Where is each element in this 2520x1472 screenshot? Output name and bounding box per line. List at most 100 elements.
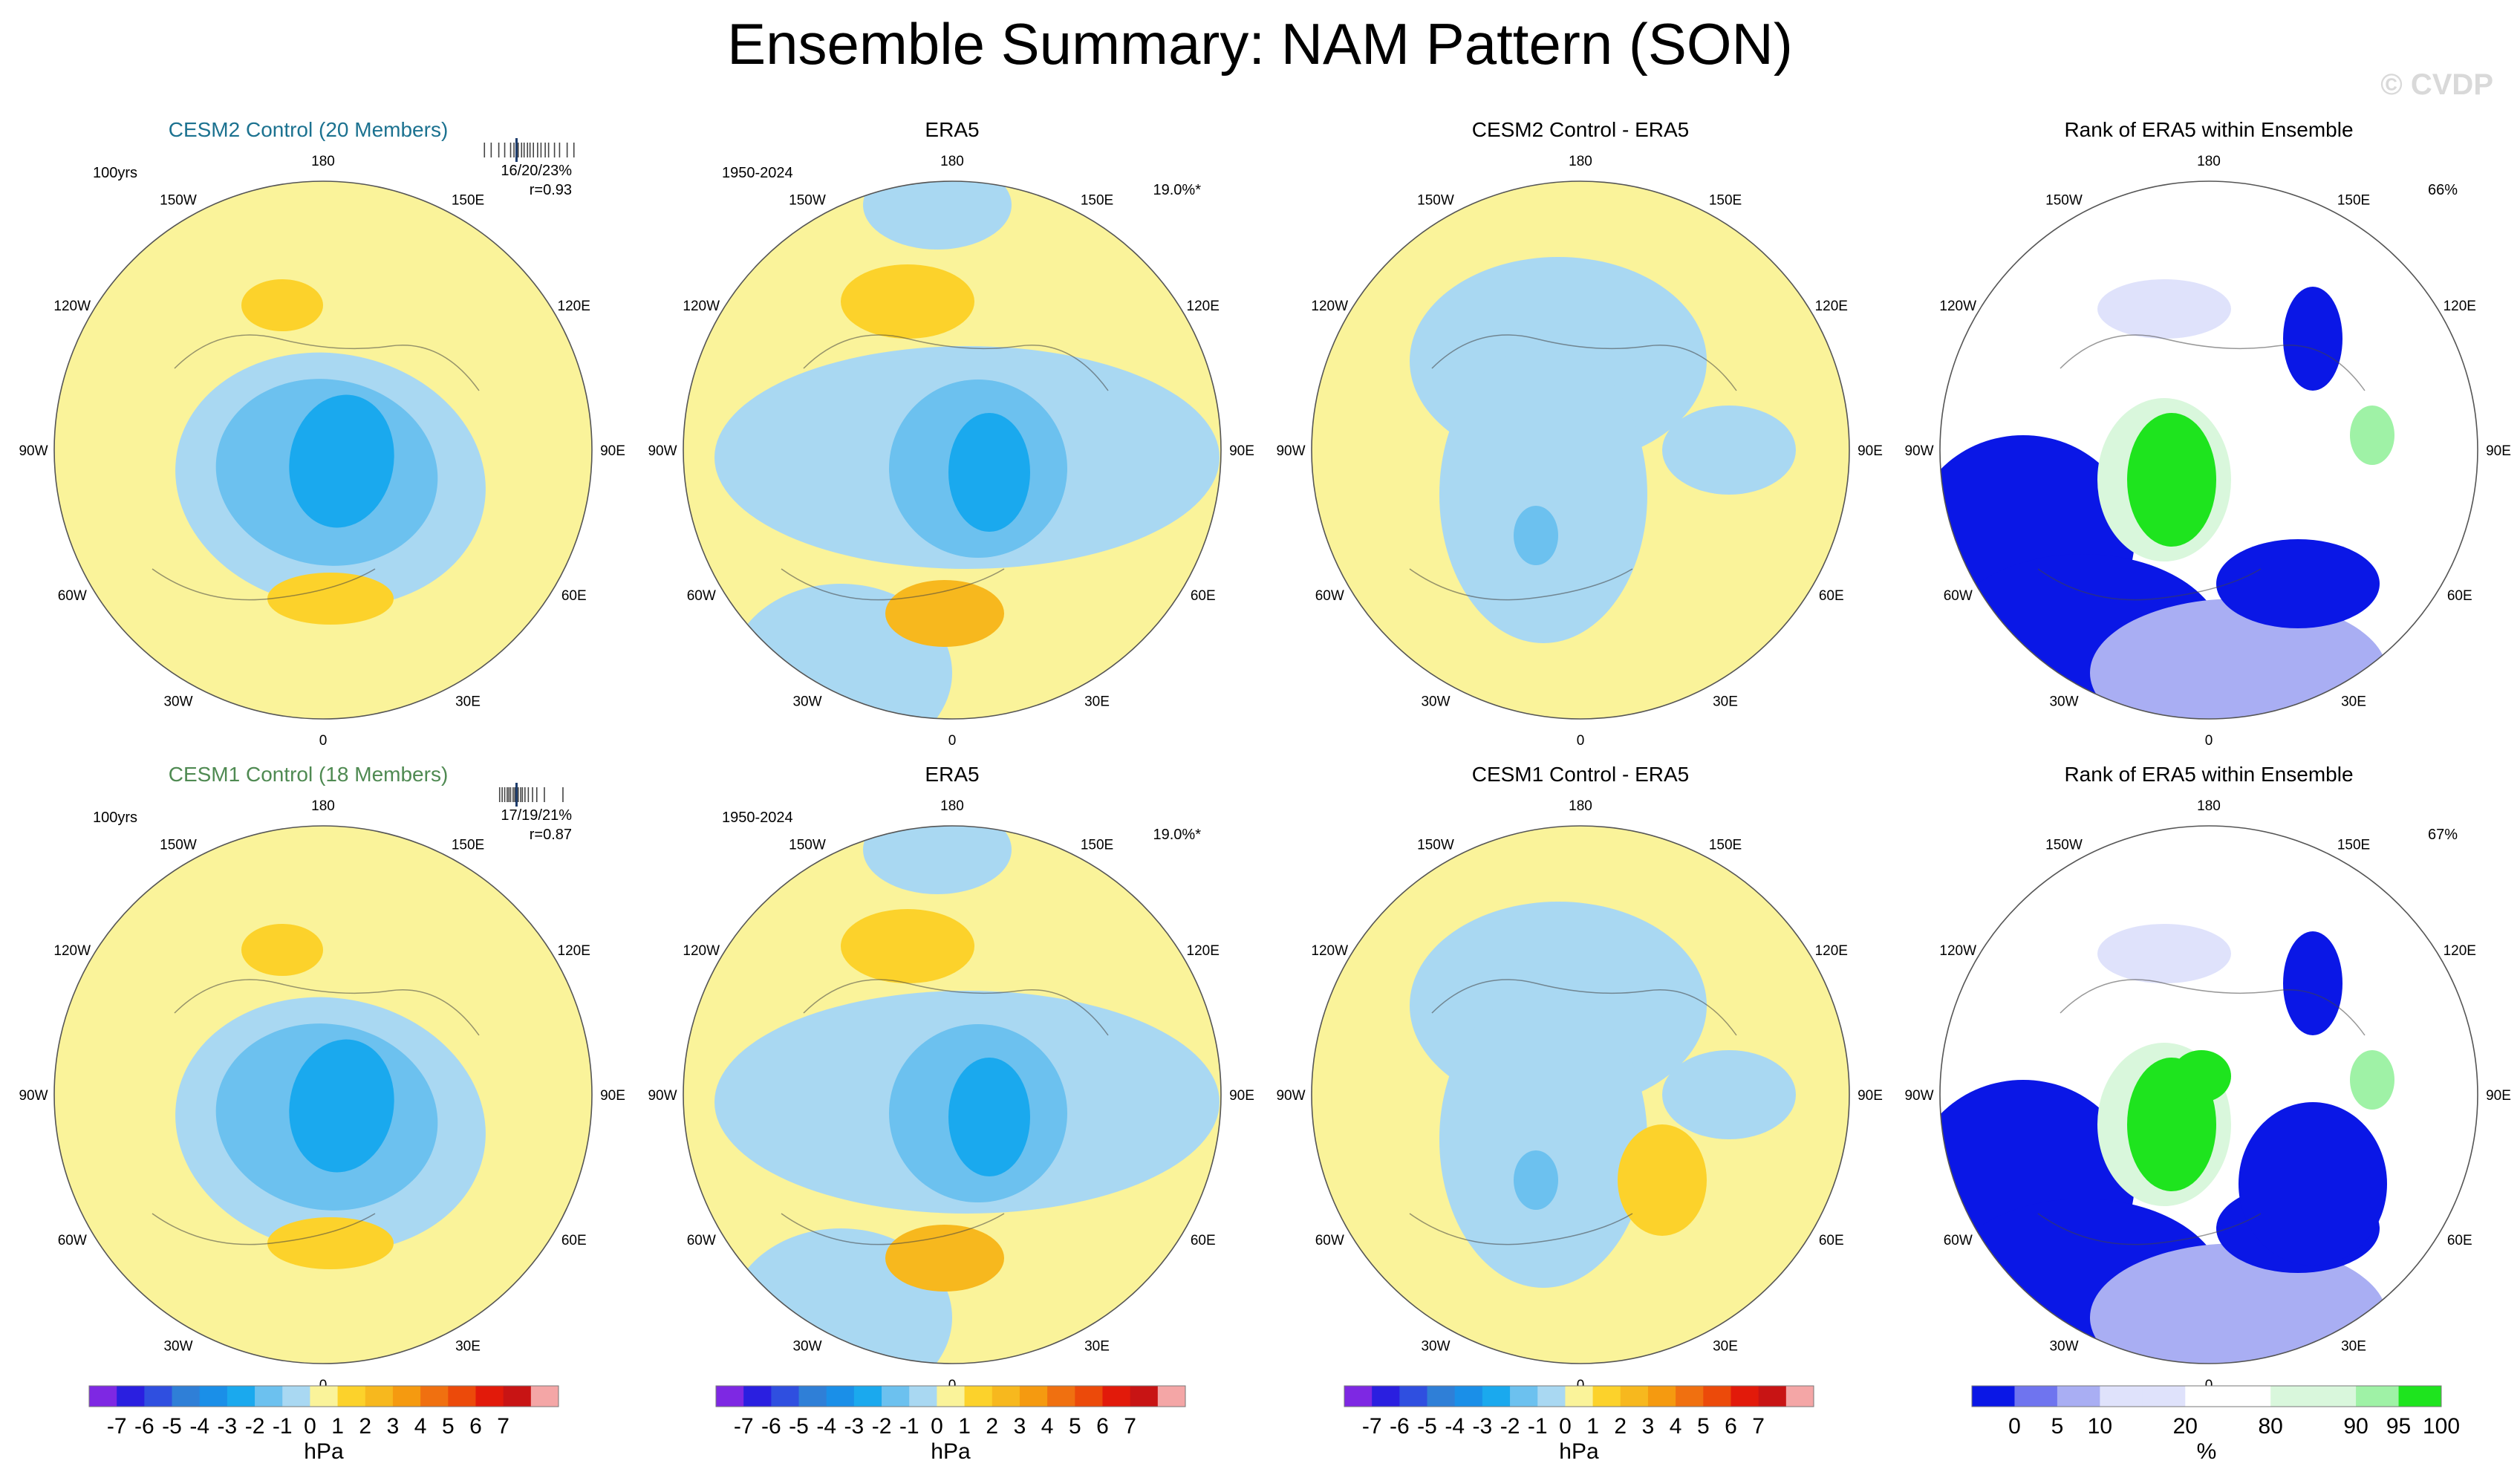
map-fill [683, 826, 1221, 1364]
colorbar-tick-label: 1 [958, 1414, 971, 1439]
longitude-label: 90E [600, 1088, 625, 1104]
colorbar-swatch [392, 1386, 421, 1407]
slp-positive-contour [267, 1217, 394, 1269]
pct-variance-label: 19.0%* [1153, 182, 1202, 198]
cvdp-watermark: © CVDP [2380, 68, 2493, 101]
slp-positive-contour [885, 580, 1004, 647]
colorbar-tick-label: 3 [387, 1414, 400, 1439]
map-fill [54, 181, 592, 719]
longitude-label: 120E [558, 943, 590, 959]
rank-region [2127, 413, 2216, 547]
longitude-label: 60E [1191, 1233, 1216, 1248]
longitude-label: 120W [683, 943, 720, 959]
colorbar-tick-label: -3 [1473, 1414, 1493, 1439]
slp-positive-contour [885, 1225, 1004, 1292]
map-panel-1-4: 180 150E 120E 90E 60E 30E 0 30W 60W 90W 120W 150W Ra… [1904, 118, 2510, 749]
colorbar-tick-label: -6 [761, 1414, 781, 1439]
longitude-label: 60W [58, 1233, 87, 1248]
map-fill [1940, 181, 2478, 719]
map-panel-1-2: 180 150E 120E 90E 60E 30E 0 30W 60W 90W 120W 150W ER… [648, 118, 1254, 749]
colorbar-tick-label: 3 [1014, 1414, 1026, 1439]
colorbar-swatch [2227, 1386, 2271, 1407]
rank-region [2172, 1050, 2231, 1102]
rank-region [2239, 1102, 2387, 1266]
colorbar-tick-label: 0 [304, 1414, 316, 1439]
slp-positive-contour [241, 279, 323, 331]
longitude-label: 180 [311, 154, 335, 169]
map-outline [683, 180, 1222, 720]
colorbar-swatch [282, 1386, 310, 1407]
colorbar-tick-label: 4 [414, 1414, 427, 1439]
colorbar-swatch [1731, 1386, 1759, 1407]
longitude-label: 150W [160, 837, 197, 853]
colorbar-tick-label: 4 [1670, 1414, 1682, 1439]
longitude-label: 120E [1187, 299, 1220, 314]
colorbar-swatch [227, 1386, 255, 1407]
colorbar-tick-label: 6 [1096, 1414, 1109, 1439]
longitude-label: 120E [1815, 299, 1848, 314]
colorbar-swatch [1482, 1386, 1511, 1407]
colorbar-tick-label: 6 [1725, 1414, 1737, 1439]
rank-region [2097, 279, 2231, 339]
colorbar-swatch [1565, 1386, 1594, 1407]
longitude-label: 150W [1417, 837, 1454, 853]
longitude-label: 60E [561, 588, 587, 604]
colorbar-swatch [310, 1386, 339, 1407]
longitude-label: 60W [1944, 588, 1973, 604]
colorbar-swatch [1592, 1386, 1621, 1407]
map-outline [1939, 825, 2478, 1364]
longitude-label: 30E [1084, 694, 1110, 710]
colorbar-swatch [2057, 1386, 2100, 1407]
period-label: 1950-2024 [722, 810, 793, 826]
map-panel-2-4: 180150E120E90E60E30E030W60W90W120W150WRa… [1904, 763, 2510, 1393]
map-fill [1940, 826, 2478, 1364]
colorbar-swatch [530, 1386, 559, 1407]
slp-negative-contour [1514, 1150, 1558, 1210]
colorbar-tick-label: 0 [931, 1414, 943, 1439]
longitude-label: 90E [1858, 1088, 1883, 1104]
longitude-label: 90W [1904, 443, 1933, 459]
colorbar-tick-label: -2 [872, 1414, 892, 1439]
colorbar-swatch [2270, 1386, 2314, 1407]
longitude-label: 60E [561, 1233, 587, 1248]
longitude-label: 90E [1229, 443, 1254, 459]
colorbar-swatch [420, 1386, 449, 1407]
slp-negative-contour [1514, 506, 1558, 565]
colorbar-unit-label: % [2197, 1439, 2217, 1464]
colorbar-swatch [337, 1386, 366, 1407]
slp-negative-contour [1662, 1050, 1796, 1139]
panel-title: CESM2 Control (20 Members) [169, 118, 449, 141]
map-outline [1311, 825, 1850, 1364]
colorbar-swatch [882, 1386, 910, 1407]
ensemble-spread [484, 138, 575, 162]
slp-negative-contour [1439, 346, 1647, 643]
slp-negative-contour [863, 826, 1012, 894]
pattern-correlation-label: r=0.93 [530, 182, 572, 198]
pct-variance-label: 16/20/23% [501, 163, 572, 179]
colorbar-swatch [117, 1386, 145, 1407]
colorbar-tick-label: 20 [2173, 1414, 2198, 1439]
longitude-label: 90E [2486, 443, 2511, 459]
colorbar-tick-label: 2 [359, 1414, 371, 1439]
longitude-label: 120E [2444, 943, 2476, 959]
longitude-label: 30E [2341, 694, 2366, 710]
colorbar-swatch [2398, 1386, 2442, 1407]
colorbar-swatch [826, 1386, 855, 1407]
colorbar-tick-label: 2 [986, 1414, 998, 1439]
slp-positive-contour [841, 264, 974, 339]
longitude-label: 90E [1229, 1088, 1254, 1104]
longitude-label: 120W [1311, 943, 1348, 959]
colorbar-tick-label: 2 [1614, 1414, 1627, 1439]
longitude-label: 60E [2447, 1233, 2472, 1248]
coastline [2037, 979, 2366, 1245]
colorbar-swatch [1157, 1386, 1186, 1407]
colorbar-tick-label: 100 [2423, 1414, 2460, 1439]
pct-variance-label: 17/19/21% [501, 807, 572, 824]
panel-title: ERA5 [925, 118, 979, 141]
period-label: 1950-2024 [722, 165, 793, 181]
longitude-label: 120E [558, 299, 590, 314]
longitude-label: 30W [163, 694, 192, 710]
panel-title: Rank of ERA5 within Ensemble [2064, 763, 2353, 786]
longitude-label: 150W [789, 837, 826, 853]
colorbar-swatch [144, 1386, 173, 1407]
